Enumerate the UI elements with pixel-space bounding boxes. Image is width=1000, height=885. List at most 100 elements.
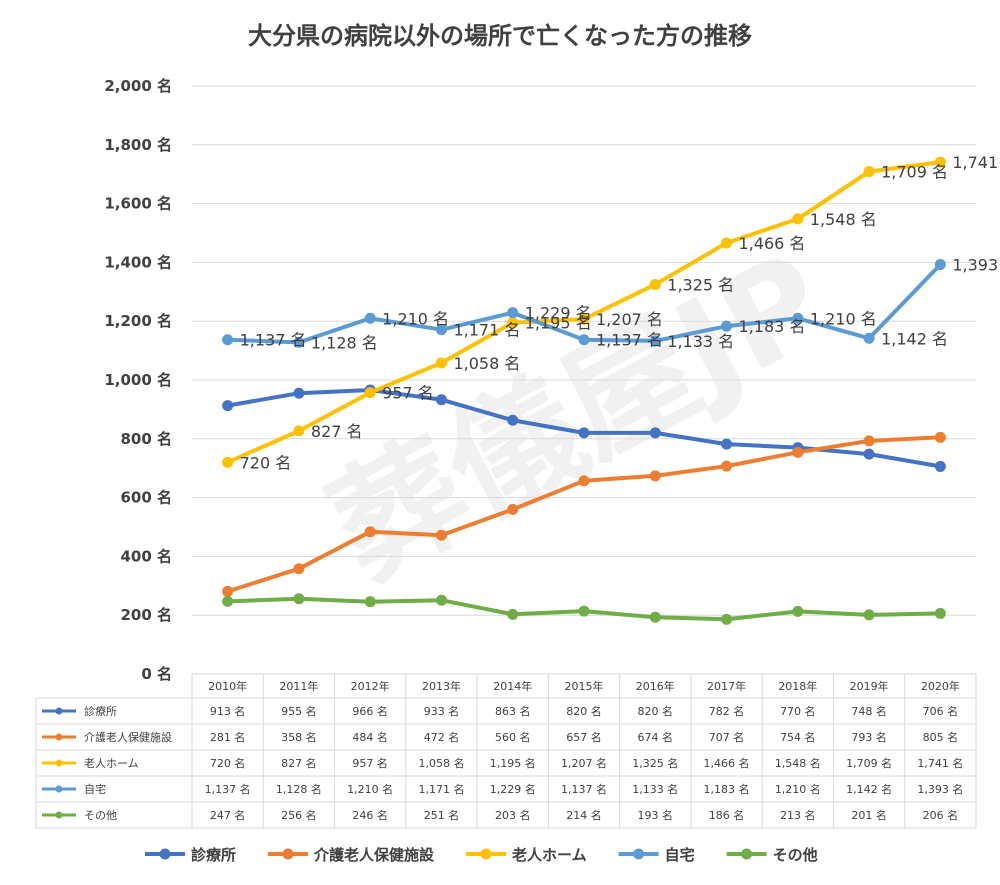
x-tick-label: 2017年: [707, 679, 746, 693]
table-cell: 1,133 名: [632, 782, 678, 796]
table-row-label: 老人ホーム: [84, 757, 139, 770]
x-tick-label: 2012年: [351, 679, 390, 693]
table-cell: 966 名: [352, 704, 388, 718]
data-point: [507, 414, 519, 426]
data-point: [435, 394, 447, 406]
legend-label: 自宅: [665, 846, 695, 864]
data-label: 1,128 名: [311, 333, 378, 352]
legend-marker: [480, 848, 492, 860]
table-row-label: 自宅: [84, 782, 106, 796]
data-point: [435, 594, 447, 606]
data-point: [578, 427, 590, 439]
data-label: 1,229 名: [525, 304, 592, 323]
table-cell: 793 名: [851, 730, 887, 744]
table-cell: 246 名: [352, 808, 388, 822]
y-axis-ticks: 0 名 200 名 400 名 600 名 800 名 1,000 名 1,200 名 1,4…: [104, 77, 172, 683]
data-point: [792, 605, 804, 617]
data-point: [863, 332, 875, 344]
table-row-label: その他: [84, 809, 117, 822]
table-cell: 560 名: [495, 730, 531, 744]
table-cell: 782 名: [709, 704, 745, 718]
table-cell: 863 名: [495, 704, 531, 718]
table-legend-marker: [55, 785, 63, 793]
y-tick-label: 400 名: [120, 547, 172, 565]
data-point: [507, 503, 519, 515]
y-tick-label: 600 名: [120, 489, 172, 507]
table-cell: 707 名: [709, 730, 745, 744]
table-cell: 754 名: [780, 730, 816, 744]
data-label: 957 名: [382, 384, 434, 403]
x-tick-label: 2014年: [493, 679, 532, 693]
data-point: [934, 607, 946, 619]
data-point: [721, 460, 733, 472]
data-table: 2010年 2011年 2012年 2013年 2014年 2015年 2016年 2017年…: [35, 673, 977, 829]
table-cell: 472 名: [424, 730, 460, 744]
data-point: [222, 400, 234, 412]
table-cell: 358 名: [281, 730, 317, 744]
table-cell: 820 名: [638, 704, 674, 718]
data-point: [578, 313, 590, 325]
table-cell: 1,137 名: [561, 782, 607, 796]
table-cell: 251 名: [424, 808, 460, 822]
x-tick-label: 2016年: [636, 679, 675, 693]
data-point: [934, 460, 946, 472]
data-point: [293, 425, 305, 437]
data-point: [222, 334, 234, 346]
data-point: [721, 438, 733, 450]
data-point: [364, 387, 376, 399]
data-point: [578, 475, 590, 487]
y-tick-label: 1,000 名: [104, 371, 172, 389]
data-label: 1,709 名: [881, 163, 948, 182]
table-cell: 827 名: [281, 756, 317, 770]
table-cell: 913 名: [210, 704, 246, 718]
y-tick-label: 0 名: [141, 665, 172, 683]
data-label: 1,548 名: [810, 210, 877, 229]
data-label: 827 名: [311, 422, 363, 441]
data-point: [649, 335, 661, 347]
table-cell: 1,466 名: [704, 756, 750, 770]
table-cell: 657 名: [566, 730, 602, 744]
data-point: [222, 585, 234, 597]
y-tick-label: 200 名: [120, 606, 172, 624]
data-label: 1,137 名: [240, 331, 307, 350]
table-legend-marker: [55, 707, 63, 715]
data-label: 1,210 名: [810, 309, 877, 328]
table-cell: 256 名: [281, 808, 317, 822]
table-cell: 203 名: [495, 808, 531, 822]
table-cell: 1,709 名: [846, 756, 892, 770]
table-cell: 1,210 名: [347, 782, 393, 796]
chart-title: 大分県の病院以外の場所で亡くなった方の推移: [248, 22, 752, 50]
legend-label: その他: [773, 846, 818, 864]
table-legend-marker: [55, 811, 63, 819]
data-point: [934, 431, 946, 443]
table-cell: 1,171 名: [418, 782, 464, 796]
table-cell: 214 名: [566, 808, 602, 822]
table-cell: 1,229 名: [490, 782, 536, 796]
legend: 診療所 介護老人保健施設 老人ホーム 自宅 その他: [145, 846, 818, 864]
table-cell: 1,183 名: [704, 782, 750, 796]
data-point: [293, 387, 305, 399]
table-cell: 201 名: [851, 808, 887, 822]
x-tick-label: 2013年: [422, 679, 461, 693]
x-tick-label: 2019年: [850, 679, 889, 693]
table-cell: 1,137 名: [205, 782, 251, 796]
table-cell: 674 名: [638, 730, 674, 744]
legend-marker: [741, 848, 753, 860]
x-tick-label: 2015年: [565, 679, 604, 693]
data-point: [507, 608, 519, 620]
table-row-label: 介護老人保健施設: [84, 730, 172, 744]
data-point: [507, 307, 519, 319]
x-tick-label: 2018年: [778, 679, 817, 693]
data-label: 1,466 名: [739, 234, 806, 253]
table-cell: 820 名: [566, 704, 602, 718]
x-tick-label: 2020年: [921, 679, 960, 693]
data-label: 1,183 名: [739, 317, 806, 336]
table-cell: 805 名: [923, 730, 959, 744]
data-point: [649, 427, 661, 439]
y-tick-label: 1,800 名: [104, 136, 172, 154]
data-label: 1,142 名: [881, 329, 948, 348]
data-point: [578, 605, 590, 617]
watermark-text: 葬儀屋JP: [308, 223, 851, 608]
table-cell: 1,210 名: [775, 782, 821, 796]
table-legend-marker: [55, 733, 63, 741]
